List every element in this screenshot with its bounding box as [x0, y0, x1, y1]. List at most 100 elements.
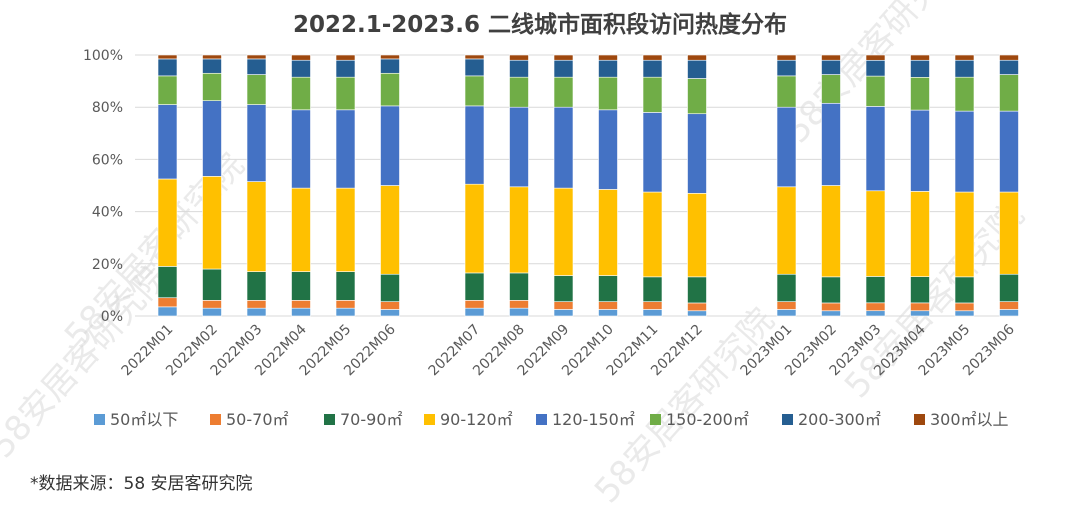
- legend-label: 90-120㎡: [440, 410, 513, 429]
- bar-segment: [687, 78, 707, 115]
- legend-label: 300㎡以上: [930, 410, 1009, 429]
- bar-segment: [999, 74, 1019, 112]
- bar-segment: [687, 302, 707, 312]
- bar-segment: [687, 113, 707, 194]
- bar-segment: [687, 59, 707, 79]
- bar-segment: [598, 76, 618, 111]
- legend-swatch: [210, 414, 221, 425]
- bar-segment: [999, 191, 1019, 275]
- y-tick-label: 80%: [92, 100, 123, 116]
- bar-segment: [509, 54, 529, 61]
- bar-stack-2022M11: [642, 54, 663, 317]
- bar-segment: [642, 54, 663, 61]
- bar-segment: [954, 110, 975, 193]
- watermark: 58安居客研究院: [0, 256, 177, 467]
- bar-segment: [335, 307, 356, 317]
- bar-segment: [954, 59, 975, 78]
- y-tick-label: 20%: [92, 257, 123, 273]
- bar-segment: [291, 109, 311, 189]
- bar-segment: [246, 307, 267, 317]
- bar-segment: [821, 276, 841, 304]
- legend-swatch: [536, 414, 547, 425]
- bar-segment: [776, 309, 797, 317]
- bar-segment: [910, 191, 930, 277]
- bar-segment: [291, 271, 311, 301]
- bar-segment: [598, 59, 618, 78]
- legend-label: 150-200㎡: [666, 410, 749, 429]
- legend-swatch: [914, 414, 925, 425]
- bar-segment: [999, 59, 1019, 75]
- y-tick-label: 60%: [92, 152, 123, 168]
- bar-segment: [157, 297, 178, 308]
- bar-segment: [999, 273, 1019, 302]
- bar-segment: [464, 300, 485, 309]
- bar-segment: [202, 58, 222, 74]
- bar-segment: [821, 59, 841, 75]
- bar-segment: [954, 76, 975, 112]
- bar-segment: [598, 189, 618, 276]
- bar-segment: [246, 58, 267, 75]
- bar-segment: [865, 276, 886, 304]
- bar-segment: [865, 54, 886, 61]
- bar-segment: [464, 58, 485, 77]
- bar-segment: [380, 54, 400, 60]
- bar-segment: [335, 271, 356, 301]
- bar-segment: [776, 301, 797, 310]
- bar-segment: [157, 75, 178, 105]
- bar-segment: [157, 58, 178, 77]
- bar-segment: [598, 301, 618, 310]
- bar-segment: [642, 59, 663, 78]
- bar-segment: [776, 186, 797, 275]
- bar-segment: [821, 302, 841, 312]
- bar-segment: [776, 59, 797, 77]
- legend-swatch: [424, 414, 435, 425]
- bar-segment: [464, 272, 485, 301]
- source-note: *数据来源：58 安居客研究院: [30, 474, 253, 494]
- bar-segment: [598, 275, 618, 302]
- bar-segment: [335, 300, 356, 309]
- legend: 50㎡以下 50-70㎡ 70-90㎡ 90-120㎡ 120-150㎡ 150-200㎡…: [94, 410, 1009, 429]
- bar-segment: [687, 276, 707, 304]
- bar-segment: [157, 178, 178, 267]
- bar-stack-2022M02: [202, 54, 222, 317]
- bar-segment: [157, 54, 178, 60]
- bar-segment: [291, 59, 311, 78]
- bar-segment: [821, 74, 841, 104]
- bar-segment: [642, 276, 663, 302]
- legend-swatch: [782, 414, 793, 425]
- bar-segment: [954, 302, 975, 312]
- bar-stack-2022M01: [157, 54, 178, 317]
- bar-segment: [910, 310, 930, 317]
- bar-stack-2022M07: [464, 54, 485, 317]
- bar-segment: [157, 306, 178, 317]
- bar-segment: [202, 307, 222, 317]
- bar-segment: [509, 76, 529, 108]
- bar-segment: [380, 309, 400, 317]
- bar-segment: [553, 309, 574, 317]
- chart-title: 2022.1-2023.6 二线城市面积段访问热度分布: [293, 11, 787, 38]
- bar-segment: [380, 58, 400, 74]
- y-tick-label: 0%: [101, 309, 123, 325]
- bar-segment: [776, 54, 797, 61]
- bar-segment: [246, 300, 267, 309]
- bar-segment: [642, 191, 663, 278]
- bar-segment: [202, 300, 222, 309]
- bar-segment: [776, 75, 797, 108]
- bar-stack-2023M01: [776, 54, 797, 317]
- bar-stack-2023M05: [954, 54, 975, 317]
- bar-segment: [910, 54, 930, 61]
- grid: [135, 54, 1018, 317]
- bar-segment: [776, 273, 797, 302]
- legend-item: 120-150㎡: [536, 410, 635, 429]
- bar-segment: [642, 309, 663, 317]
- y-axis-ticks: 0% 20% 40% 60% 80% 100%: [83, 48, 123, 325]
- bar-stack-2023M03: [865, 54, 886, 317]
- legend-item: 150-200㎡: [650, 410, 749, 429]
- bar-segment: [865, 59, 886, 77]
- bar-segment: [687, 193, 707, 278]
- legend-swatch: [94, 414, 105, 425]
- bar-segment: [553, 187, 574, 276]
- bars: [157, 54, 1019, 317]
- bar-segment: [464, 75, 485, 107]
- bar-segment: [954, 310, 975, 317]
